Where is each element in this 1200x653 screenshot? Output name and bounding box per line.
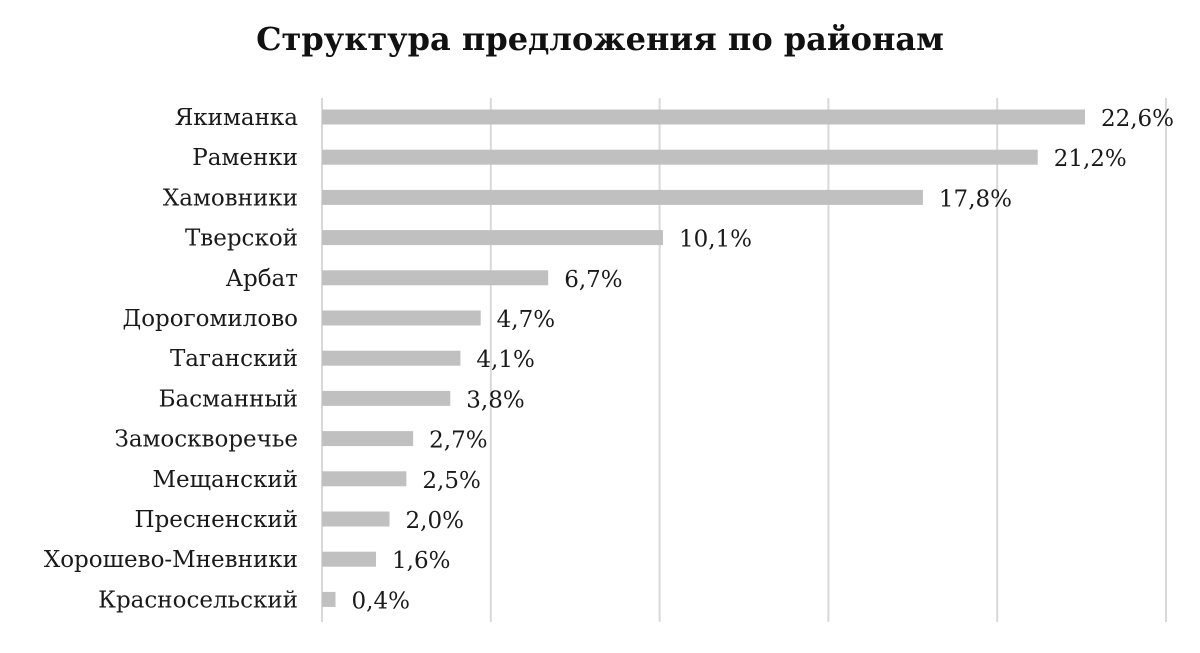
category-label: Пресненский <box>135 507 298 533</box>
bar <box>322 109 1085 125</box>
data-label: 2,0% <box>406 508 464 534</box>
bar <box>322 350 461 366</box>
bar <box>322 230 663 246</box>
bar <box>322 591 336 607</box>
bar <box>322 310 481 326</box>
bar <box>322 270 549 286</box>
category-label: Якиманка <box>175 105 299 131</box>
category-label: Мещанский <box>152 467 298 493</box>
bar <box>322 511 390 527</box>
data-label: 10,1% <box>679 227 752 253</box>
bar <box>322 551 377 567</box>
bar <box>322 471 407 487</box>
data-label: 6,7% <box>564 267 622 293</box>
category-label: Арбат <box>226 266 298 292</box>
category-label: Таганский <box>170 346 298 372</box>
data-label: 4,1% <box>476 347 534 373</box>
chart-title: Структура предложения по районам <box>256 20 944 58</box>
category-label: Красносельский <box>98 587 298 613</box>
data-label: 2,5% <box>422 468 480 494</box>
category-label: Замоскворечье <box>114 427 298 453</box>
bar <box>322 149 1038 165</box>
category-label: Хамовники <box>163 185 298 211</box>
bar <box>322 189 923 205</box>
data-label: 22,6% <box>1101 106 1174 132</box>
data-label: 4,7% <box>497 307 555 333</box>
data-label: 1,6% <box>392 548 450 574</box>
category-label: Тверской <box>185 226 298 252</box>
data-label: 17,8% <box>939 186 1012 212</box>
data-label: 3,8% <box>466 387 524 413</box>
bar <box>322 431 414 447</box>
category-label: Раменки <box>192 145 298 171</box>
data-label: 21,2% <box>1054 146 1127 172</box>
bar <box>322 390 451 406</box>
category-label: Басманный <box>159 386 298 412</box>
category-label: Хорошево-Мневники <box>44 547 298 573</box>
data-label: 0,4% <box>352 588 410 614</box>
data-label: 2,7% <box>429 428 487 454</box>
category-label: Дорогомилово <box>123 306 299 332</box>
